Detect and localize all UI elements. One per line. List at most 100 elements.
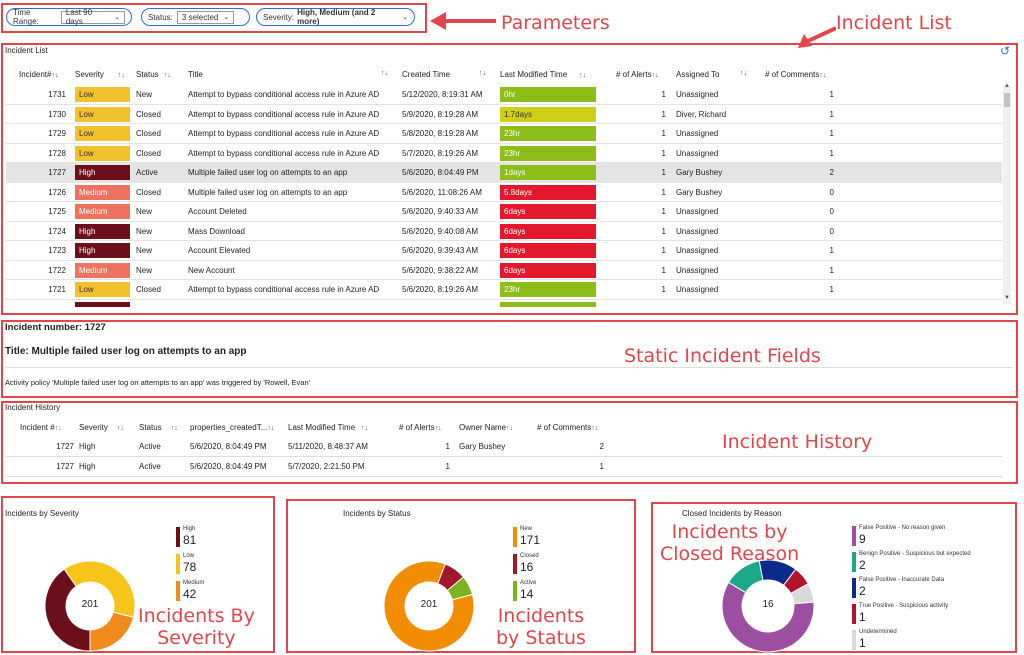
- legend-swatch: [176, 527, 180, 547]
- severity-badge: Low: [75, 87, 130, 102]
- cell-assigned: Unassigned: [676, 129, 719, 138]
- hcol-comments[interactable]: # of Comments↑↓: [537, 423, 598, 432]
- cell-id: 1726: [48, 187, 66, 197]
- cell-status: Closed: [136, 148, 161, 158]
- refresh-icon[interactable]: ↺: [1000, 44, 1011, 58]
- table-row[interactable]: 1727 High Active Multiple failed user log o…: [6, 163, 1002, 183]
- cell-severity: High: [79, 462, 96, 471]
- cell-comments: 0: [829, 226, 834, 236]
- severity-badge: Medium: [75, 184, 130, 200]
- hcol-alerts[interactable]: # of Alerts↑↓: [399, 423, 442, 432]
- status-select[interactable]: 3 selected ⌄: [176, 10, 235, 24]
- col-incident-number[interactable]: Incident#↑↓: [19, 70, 58, 79]
- table-row[interactable]: 1722 Medium New New Account 5/6/2020, 9:38:2…: [6, 261, 1002, 280]
- cell-comments: 0: [829, 207, 834, 216]
- scrollbar-thumb[interactable]: [1004, 93, 1010, 107]
- divider: [5, 367, 1013, 368]
- scroll-down-icon[interactable]: ▼: [1004, 295, 1010, 301]
- cell-title: Attempt to bypass conditional access rul…: [188, 129, 380, 138]
- legend-label: Closed: [520, 553, 539, 559]
- cell-comments: 1: [829, 109, 834, 119]
- table-row[interactable]: 1729 Low Closed Attempt to bypass condition…: [6, 124, 1002, 144]
- cell-status: New: [136, 207, 153, 216]
- hcol-incident[interactable]: Incident #↑↓: [20, 423, 62, 432]
- cell-comments: 2: [599, 442, 604, 451]
- sort-icon: ↑↓: [267, 425, 275, 432]
- hcol-owner[interactable]: Owner Name↑↓: [459, 423, 513, 432]
- cell-created: 5/6/2020, 8:04:49 PM: [402, 168, 479, 177]
- cell-title: Multiple failed user log on attempts to …: [188, 168, 348, 177]
- scroll-up-icon[interactable]: ▲: [1004, 83, 1010, 89]
- legend-value: 14: [520, 587, 534, 601]
- table-row[interactable]: 1728 Low Closed Attempt to bypass condition…: [6, 144, 1002, 163]
- status-filter[interactable]: Status: 3 selected ⌄: [141, 8, 250, 26]
- table-row[interactable]: 1723 High New Account Elevated 5/6/2020, 9:3…: [6, 241, 1002, 261]
- cell-alerts: 1: [661, 168, 666, 177]
- legend-value: 1: [859, 636, 866, 650]
- time-range-filter[interactable]: Time Range: Last 90 days ⌄: [6, 8, 132, 26]
- severity-filter[interactable]: Severity: High, Medium (and 2 more) ⌄: [256, 8, 415, 26]
- parameters-frame: [1, 3, 427, 33]
- sort-icon: ↑↓: [591, 425, 599, 432]
- col-title[interactable]: Title: [188, 70, 203, 79]
- col-status[interactable]: Status ↑↓: [136, 70, 171, 79]
- history-row[interactable]: 1727 High Active 5/6/2020, 8:04:49 PM 5/11/2…: [6, 437, 1002, 457]
- cell-assigned: Unassigned: [676, 265, 719, 275]
- parameters-annotation: Parameters: [501, 12, 610, 34]
- cell-comments: 1: [599, 462, 604, 471]
- col-label: # of Comments: [765, 70, 820, 79]
- col-label: Status: [136, 70, 159, 79]
- last-modified-badge: 1days: [500, 165, 596, 180]
- cell-title: Attempt to bypass conditional access rul…: [188, 148, 380, 158]
- cell-assigned: Unassigned: [676, 90, 719, 99]
- scrollbar[interactable]: ▲ ▼: [1003, 83, 1011, 304]
- legend-label: Medium: [183, 580, 205, 586]
- col-assigned-to[interactable]: Assigned To: [676, 70, 719, 79]
- severity-badge: Low: [75, 145, 130, 161]
- sort-icon[interactable]: ↑↓: [740, 70, 747, 77]
- table-row[interactable]: 1726 Medium Closed Multiple failed user log…: [6, 183, 1002, 202]
- cell-title: Attempt to bypass conditional access rul…: [188, 285, 380, 294]
- cell-status: Closed: [136, 109, 161, 119]
- cell-created: 5/8/2020, 8:19:28 AM: [402, 129, 479, 138]
- legend-value: 2: [859, 558, 866, 572]
- history-row[interactable]: 1727 High Active 5/6/2020, 8:04:49 PM 5/7/20…: [6, 457, 1002, 477]
- cell-status: Active: [139, 442, 161, 451]
- sort-icon[interactable]: ↑↓: [381, 70, 388, 77]
- cell-created: 5/6/2020, 8:04:49 PM: [190, 462, 267, 471]
- chevron-down-icon: ⌄: [402, 14, 408, 21]
- col-severity[interactable]: Severity ↑↓: [75, 70, 125, 79]
- incident-history-frame: [1, 401, 1018, 484]
- col-comments[interactable]: # of Comments↑↓: [765, 70, 826, 79]
- time-range-label: Time Range:: [13, 8, 39, 26]
- col-alerts[interactable]: # of Alerts↑↓: [616, 70, 659, 79]
- hcol-created[interactable]: properties_createdT...↑↓: [190, 423, 274, 432]
- hcol-modified[interactable]: Last Modified Time ↑↓: [288, 423, 368, 432]
- col-created-time[interactable]: Created Time: [402, 70, 450, 79]
- cell-created: 5/9/2020, 8:19:28 AM: [402, 109, 479, 119]
- cell-alerts: 1: [661, 226, 666, 236]
- legend-label: High: [183, 526, 196, 532]
- sort-icon: ↑↓: [579, 72, 587, 79]
- cell-id: 1727: [56, 462, 74, 471]
- table-row[interactable]: 1725 Medium New Account Deleted 5/6/2020, 9:…: [6, 202, 1002, 222]
- time-range-select[interactable]: Last 90 days ⌄: [60, 8, 125, 26]
- cell-assigned: Unassigned: [676, 246, 719, 255]
- last-modified-badge: 6days: [500, 223, 596, 239]
- cell-status: New: [136, 226, 153, 236]
- severity-badge: Medium: [75, 204, 130, 219]
- col-last-modified[interactable]: Last Modified Time ↑↓: [500, 70, 586, 79]
- sort-icon: ↑↓: [170, 425, 178, 432]
- table-row[interactable]: 1730 Low Closed Attempt to bypass condition…: [6, 105, 1002, 124]
- last-modified-badge: 23hr: [500, 145, 596, 161]
- legend-label: False Positive - Inaccurate Data: [859, 577, 945, 583]
- sort-icon[interactable]: ↑↓: [479, 70, 486, 77]
- hcol-status[interactable]: Status ↑↓: [139, 423, 178, 432]
- cell-status: New: [136, 246, 153, 255]
- table-row[interactable]: 1724 High New Mass Download 5/6/2020, 9:40:0…: [6, 222, 1002, 241]
- cell-assigned: Gary Bushey: [676, 187, 723, 197]
- time-range-value: Last 90 days: [65, 8, 93, 26]
- hcol-severity[interactable]: Severity ↑↓: [79, 423, 124, 432]
- table-row[interactable]: 1721 Low Closed Attempt to bypass condition…: [6, 280, 1002, 300]
- table-row[interactable]: 1731 Low New Attempt to bypass conditional …: [6, 85, 1002, 105]
